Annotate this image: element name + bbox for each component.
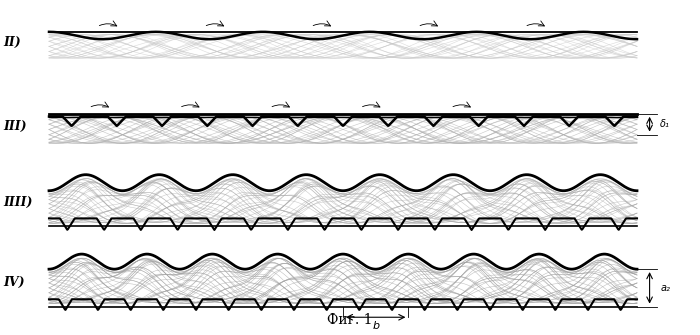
Text: b: b: [372, 321, 379, 331]
Text: II): II): [4, 36, 21, 49]
Text: δ₁: δ₁: [660, 119, 670, 129]
Text: IV): IV): [4, 276, 25, 289]
Text: IIII): IIII): [4, 196, 33, 209]
Text: Фиг. 1: Фиг. 1: [328, 313, 372, 327]
Text: a₂: a₂: [660, 283, 670, 293]
Text: III): III): [4, 120, 27, 133]
